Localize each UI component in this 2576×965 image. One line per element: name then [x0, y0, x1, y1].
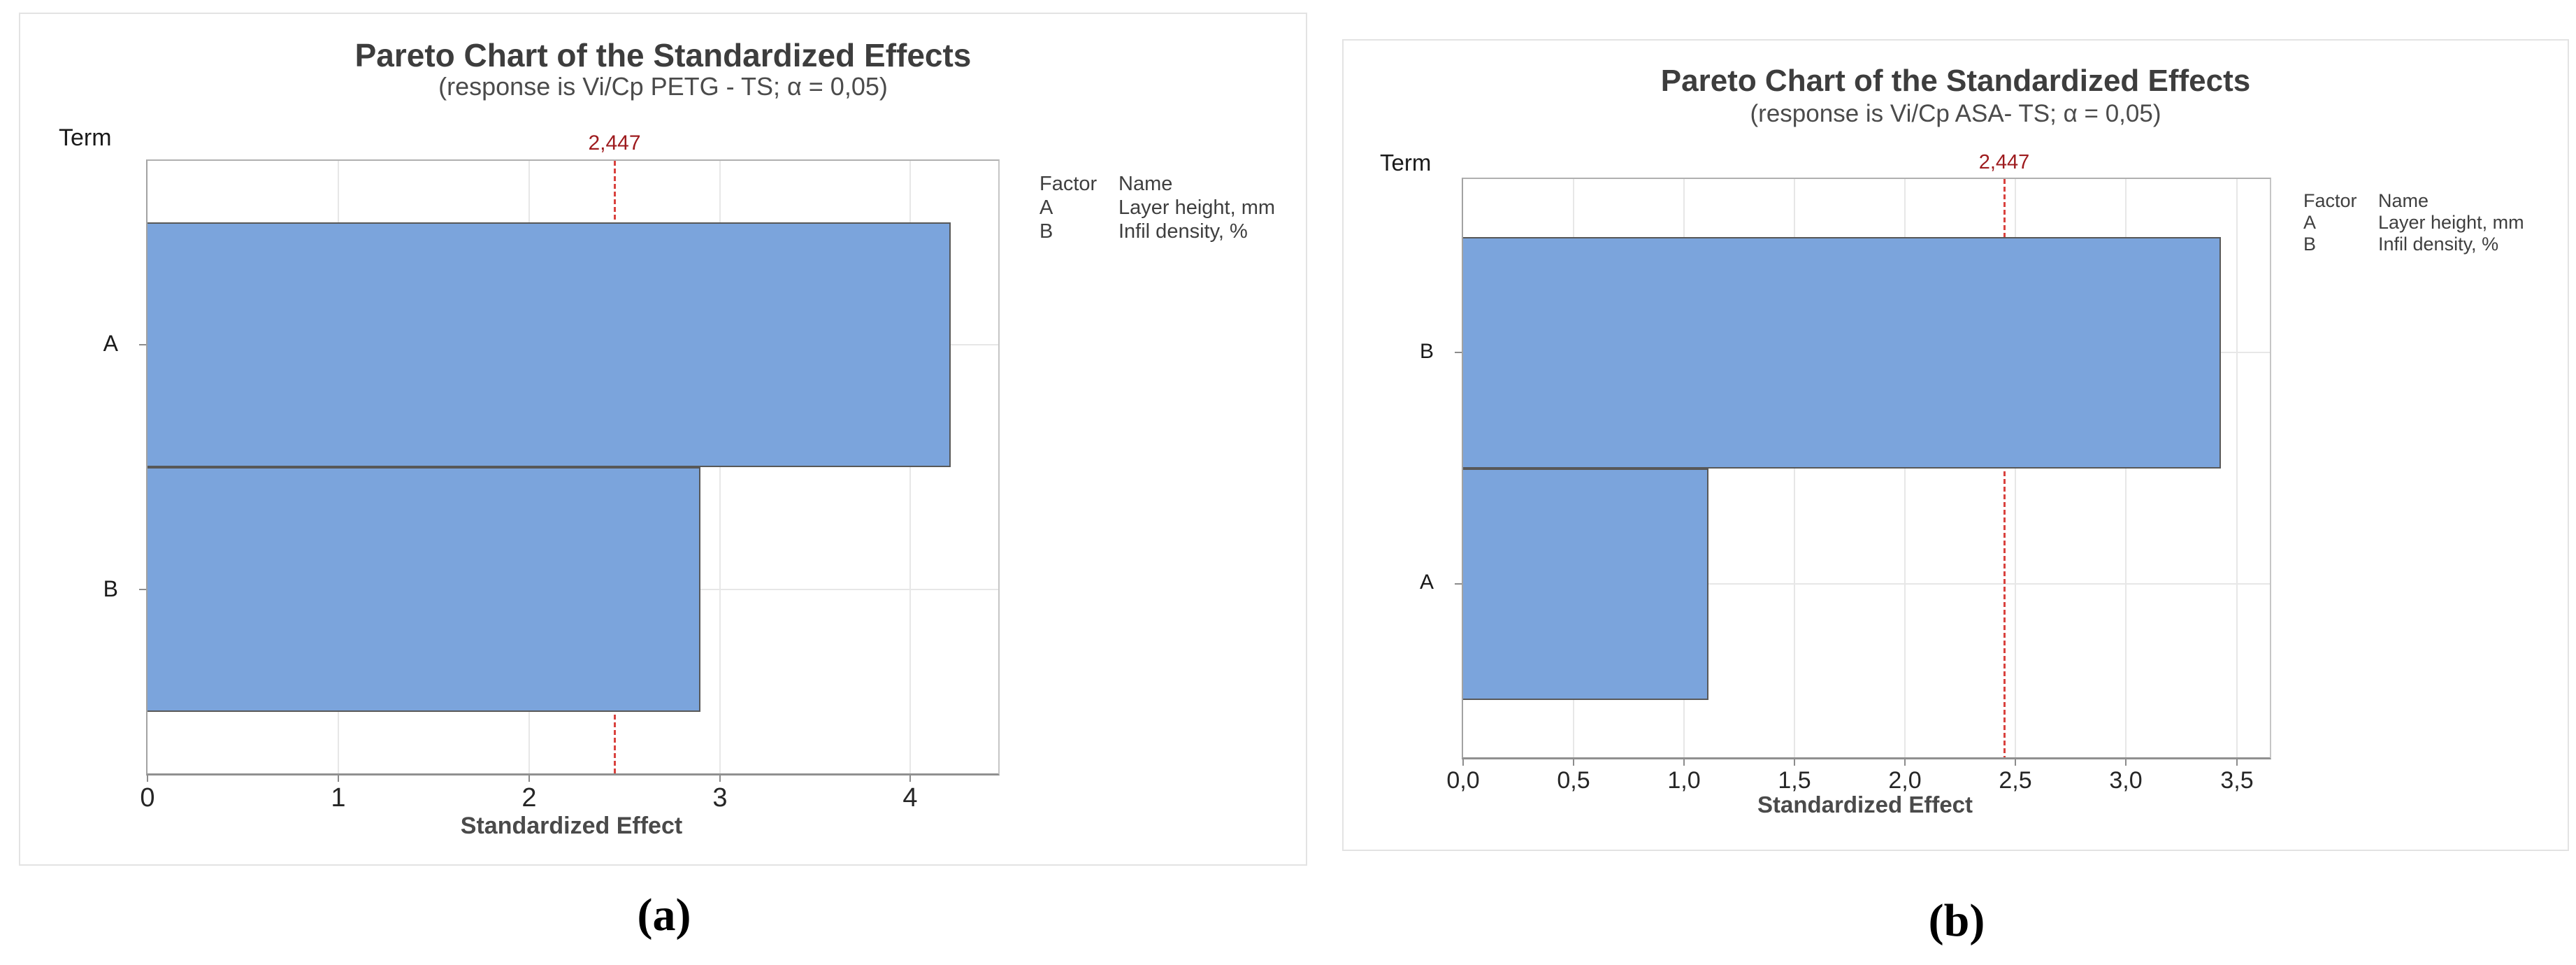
legend-factor-value: B [1039, 220, 1053, 243]
x-axis-title: Standardized Effect [1757, 792, 1973, 817]
term-axis-label: Term [59, 124, 112, 151]
x-axis-tick-mark [1794, 759, 1795, 766]
x-axis-tick-mark [1573, 759, 1574, 766]
x-axis-tick-label: 0 [140, 783, 155, 813]
x-axis-tick-label: 1,5 [1778, 767, 1811, 794]
pareto-chart-panel-a: Pareto Chart of the Standardized Effects… [19, 13, 1307, 938]
legend-header-row: Factor Name [2303, 190, 2524, 212]
factor-legend: Factor Name A Layer height, mm B Infil dens… [2303, 190, 2524, 255]
subfigure-caption-b: (b) [1928, 895, 1985, 946]
x-axis-tick-label: 1 [331, 783, 346, 813]
legend-factor-value: B [2303, 234, 2317, 255]
legend-name-value: Layer height, mm [2378, 212, 2524, 233]
legend-factor-header: Factor [1039, 173, 1098, 195]
legend-name-value: Infil density, % [2378, 234, 2499, 255]
x-axis-title: Standardized Effect [460, 813, 683, 839]
category-tick-mark [1455, 352, 1462, 353]
x-axis-tick-label: 2,0 [1888, 767, 1922, 794]
x-axis-tick-label: 0,5 [1557, 767, 1590, 794]
legend-factor-value: A [2303, 212, 2317, 233]
reference-line-value-label: 2,447 [588, 131, 641, 155]
category-label-B: B [103, 576, 118, 601]
x-axis-tick-label: 3,0 [2109, 767, 2143, 794]
pareto-chart-panel-b: Pareto Chart of the Standardized Effects… [1342, 39, 2569, 944]
legend-name-header: Name [2378, 190, 2429, 211]
effect-bar-B [147, 467, 700, 712]
x-axis-tick-mark [528, 775, 530, 782]
x-axis-tick-mark [2125, 759, 2127, 766]
plot-area: 2,447 0 1 2 3 4 A B [103, 133, 1000, 811]
chart-title: Pareto Chart of the Standardized Effects [1660, 64, 2251, 98]
reference-line-value-label: 2,447 [1978, 151, 2030, 173]
category-tick-mark [139, 589, 146, 590]
x-axis-tick-mark [338, 775, 339, 782]
legend-factor-value: A [1039, 196, 1053, 219]
category-label-A: A [1419, 571, 1434, 594]
chart-subtitle: (response is Vi/Cp PETG - TS; α = 0,05) [438, 72, 888, 101]
vertical-gridline [909, 161, 911, 773]
plot-area: 2,447 0,0 0,5 1,0 1,5 2,0 2,5 3,0 3,5 B A [1420, 152, 2271, 792]
legend-row: B Infil density, % [2303, 234, 2524, 255]
vertical-gridline [2236, 179, 2238, 757]
category-tick-mark [1455, 583, 1462, 585]
vertical-gridline [719, 161, 721, 773]
x-axis-tick-mark [1462, 759, 1464, 766]
category-label-B: B [1419, 340, 1434, 363]
x-axis-tick-label: 2,5 [1999, 767, 2032, 794]
legend-row: A Layer height, mm [2303, 212, 2524, 234]
x-axis-tick-mark [2236, 759, 2238, 766]
effect-bar-A [1463, 469, 1708, 700]
x-axis-tick-mark [147, 775, 148, 782]
legend-row: A Layer height, mm [1039, 196, 1275, 220]
x-axis-tick-mark [719, 775, 721, 782]
effect-bar-A [147, 222, 951, 467]
x-axis-tick-mark [1904, 759, 1906, 766]
x-axis-tick-label: 0,0 [1446, 767, 1480, 794]
x-axis-tick-label: 3,5 [2220, 767, 2254, 794]
x-axis-tick-mark [1683, 759, 1685, 766]
term-axis-label: Term [1380, 150, 1432, 176]
category-label-A: A [103, 331, 118, 356]
chart-title: Pareto Chart of the Standardized Effects [354, 37, 972, 73]
x-axis-tick-mark [2015, 759, 2016, 766]
legend-name-value: Layer height, mm [1118, 196, 1276, 219]
x-axis-tick-label: 3 [712, 783, 728, 813]
chart-subtitle: (response is Vi/Cp ASA- TS; α = 0,05) [1750, 100, 2161, 127]
x-axis-tick-label: 4 [902, 783, 918, 813]
x-axis-tick-mark [909, 775, 911, 782]
legend-row: B Infil density, % [1039, 220, 1275, 243]
category-tick-mark [139, 344, 146, 345]
horizontal-gridline [1463, 583, 2270, 585]
legend-factor-header: Factor [2303, 190, 2357, 211]
subfigure-caption-a: (a) [637, 889, 691, 941]
effect-bar-B [1463, 237, 2221, 469]
x-axis-tick-label: 2 [521, 783, 537, 813]
x-axis-tick-label: 1,0 [1667, 767, 1701, 794]
legend-name-value: Infil density, % [1118, 220, 1248, 243]
legend-header-row: Factor Name [1039, 172, 1275, 196]
factor-legend: Factor Name A Layer height, mm B Infil dens… [1039, 172, 1275, 243]
legend-name-header: Name [1118, 173, 1173, 195]
